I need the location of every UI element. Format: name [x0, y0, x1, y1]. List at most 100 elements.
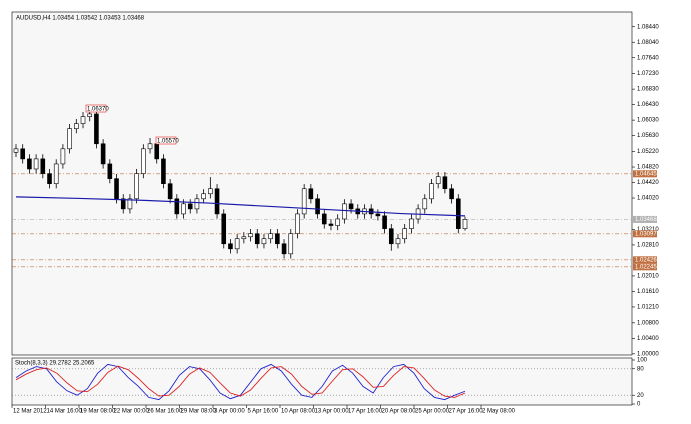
x-tick-label: 12 Mar 2012: [13, 409, 47, 415]
annotation-box: [155, 136, 177, 145]
candle-body: [315, 198, 320, 215]
y-tick-label: 0: [637, 402, 641, 408]
candle-body: [27, 158, 32, 170]
candle-body: [442, 176, 448, 190]
x-tick-label: 29 Mar 08:00: [181, 409, 217, 415]
candle-body: [228, 243, 233, 250]
candle-body: [422, 198, 428, 210]
y-tick-label: 80: [637, 366, 644, 372]
candle-body: [161, 158, 166, 184]
candle-body: [154, 143, 160, 160]
candle-body: [248, 233, 253, 238]
x-tick-label: 5 Apr 16:00: [248, 409, 279, 415]
candle-body: [201, 193, 206, 200]
y-tick-label: 1.00000: [637, 351, 659, 357]
level-label-box: [633, 215, 657, 223]
x-tick-label: 26 Mar 16:00: [147, 409, 183, 415]
candle-body: [281, 243, 287, 255]
level-label-box: [633, 230, 657, 238]
annotation: 1.06370: [87, 106, 109, 112]
candle-body: [94, 113, 99, 145]
candle-body: [275, 233, 280, 245]
candle-body: [13, 148, 19, 153]
annotations: 1.06370 1.05570: [85, 104, 179, 145]
chart-title: AUDUSD,H4 1.03454 1.03542 1.03453 1.0346…: [16, 16, 145, 22]
candle-body: [328, 223, 334, 226]
level-label: 1.03097: [635, 231, 657, 237]
candle-body: [208, 188, 213, 195]
candle-body: [141, 148, 146, 174]
candle-body: [234, 238, 240, 250]
x-tick-label: 2 May 08:00: [482, 409, 516, 415]
candle-body: [429, 183, 434, 200]
stoch-pane: [11, 357, 633, 406]
candle-body: [74, 123, 79, 129]
level-label-box: [633, 263, 657, 271]
y-tick-label: 1.04420: [637, 180, 659, 186]
candle-body: [134, 173, 139, 200]
x-tick-label: 27 Apr 16:00: [449, 409, 484, 415]
y-tick-label: 1.06830: [637, 87, 659, 93]
y-tick-label: 1.03210: [637, 227, 659, 233]
stoch-title: Stoch(8,3,3) 29.2782 25.2065: [15, 361, 95, 367]
candle-body: [40, 158, 46, 174]
x-tick-label: 3 Apr 00:00: [214, 409, 245, 415]
annotation-box: [85, 104, 107, 113]
price-pane: [11, 11, 633, 356]
candle-body: [174, 198, 180, 215]
y-tick-label: 1.07640: [637, 55, 659, 61]
candle-body: [241, 236, 247, 240]
y-tick-label: 1.04020: [637, 196, 659, 202]
y-tick-label: 1.02010: [637, 274, 659, 280]
candle-body: [53, 163, 59, 184]
candle-body: [449, 188, 454, 200]
candle-body: [382, 215, 387, 229]
candle-body: [268, 233, 273, 240]
y-tick-label: 1.00800: [637, 320, 659, 326]
candle-body: [295, 213, 300, 234]
candle-body: [402, 228, 407, 240]
stoch-line: [15, 363, 466, 401]
candle-body: [254, 233, 260, 245]
x-tick-label: 13 Apr 00:00: [315, 409, 350, 415]
y-tick-label: 1.07230: [637, 71, 659, 77]
y-tick-label: 1.06430: [637, 102, 659, 108]
y-tick-label: 1.04820: [637, 165, 659, 171]
candle-body: [120, 198, 126, 210]
candle-body: [435, 176, 441, 184]
candle-body: [348, 203, 354, 210]
candle-body: [60, 148, 66, 165]
level-label-box: [633, 256, 657, 264]
candle-body: [33, 158, 39, 170]
candle-body: [455, 198, 461, 229]
candle-body: [100, 143, 106, 165]
candle-body: [80, 116, 86, 124]
candle-body: [342, 203, 347, 220]
moving-average: [15, 196, 466, 217]
level-label: 1.02426: [635, 257, 657, 263]
candle-body: [20, 148, 26, 160]
level-label-box: [633, 170, 657, 178]
y-tick-label: 1.06030: [637, 118, 659, 124]
stoch-line: [15, 365, 466, 398]
x-tick-label: 19 Mar 08:00: [80, 409, 116, 415]
y-tick-label: 100: [637, 358, 648, 364]
candle-body: [462, 219, 468, 229]
level-label: 1.03468: [635, 217, 657, 223]
candle-body: [261, 238, 267, 245]
x-tick-label: 25 Apr 00:00: [415, 409, 450, 415]
y-tick-label: 1.00400: [637, 336, 659, 342]
x-tick-label: 10 Apr 08:00: [281, 409, 316, 415]
candle-body: [335, 218, 340, 226]
candle-body: [288, 233, 294, 255]
candle-body: [409, 218, 414, 229]
candle-body: [147, 143, 153, 150]
y-tick-label: 1.01210: [637, 305, 659, 311]
x-tick-label: 22 Mar 00:00: [114, 409, 150, 415]
x-tick-label: 14 Mar 16:00: [47, 409, 83, 415]
candle-body: [194, 198, 200, 210]
y-tick-label: 1.05220: [637, 149, 659, 155]
x-tick-label: 20 Apr 08:00: [382, 409, 417, 415]
candle-body: [87, 113, 93, 117]
